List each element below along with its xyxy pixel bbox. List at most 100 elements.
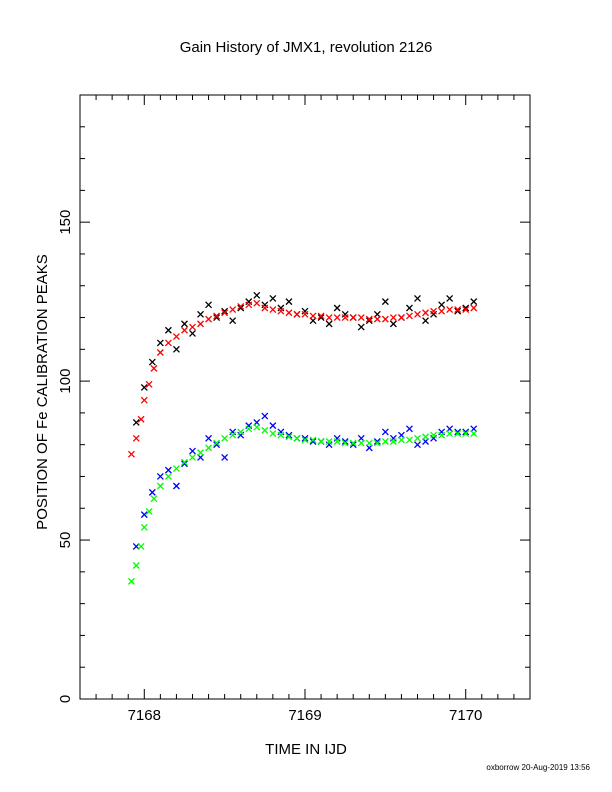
data-point (454, 430, 462, 438)
data-point (140, 396, 148, 404)
data-point (373, 438, 381, 445)
data-point (156, 349, 164, 356)
data-point (301, 436, 309, 444)
data-point (438, 307, 446, 315)
data-point (325, 320, 333, 328)
data-point (438, 431, 446, 439)
series-3 (127, 423, 478, 585)
data-point (140, 523, 148, 531)
data-point (389, 438, 397, 445)
y-tick-label: 100 (57, 369, 74, 394)
data-point (205, 444, 213, 452)
data-point (261, 301, 269, 309)
data-point (406, 425, 413, 433)
data-point (221, 309, 229, 317)
data-point (430, 434, 438, 442)
data-point (430, 310, 438, 318)
data-point (213, 314, 221, 321)
data-point (205, 315, 213, 323)
data-point (454, 307, 462, 315)
data-point (301, 434, 309, 442)
data-point (285, 309, 293, 317)
data-point (414, 310, 421, 318)
data-point (277, 307, 285, 315)
data-point (221, 453, 229, 461)
data-point (333, 438, 341, 445)
data-point (269, 294, 277, 302)
data-point (341, 439, 349, 447)
x-tick-label: 7170 (449, 707, 482, 724)
y-tick-label: 0 (57, 695, 74, 703)
data-point (349, 441, 357, 449)
data-point (127, 450, 135, 458)
data-point (140, 384, 148, 391)
data-point (237, 302, 245, 310)
data-point (253, 423, 261, 431)
data-point (245, 301, 253, 309)
data-point (430, 307, 438, 315)
data-point (197, 449, 204, 457)
data-point (293, 434, 301, 442)
data-point (221, 307, 229, 315)
data-point (349, 439, 357, 447)
data-point (462, 304, 470, 312)
data-point (373, 439, 381, 447)
data-point (462, 428, 470, 436)
y-axis-label: POSITION OF Fe CALIBRATION PEAKS (34, 254, 51, 530)
data-point (237, 304, 245, 312)
data-point (325, 438, 333, 445)
data-point (156, 482, 164, 490)
data-point (293, 310, 301, 318)
data-point (150, 364, 158, 372)
data-point (317, 314, 325, 321)
data-point (438, 301, 446, 309)
data-point (189, 453, 196, 461)
data-point (389, 314, 397, 321)
data-point (181, 320, 188, 328)
data-point (349, 314, 357, 321)
data-point (132, 434, 140, 442)
data-point (205, 434, 213, 442)
footer-timestamp: oxborrow 20-Aug-2019 13:56 (486, 763, 590, 772)
x-axis: 7168 7169 7170 (79, 95, 515, 724)
data-point (148, 358, 156, 366)
data-point (221, 434, 229, 442)
data-point (229, 431, 237, 439)
data-point (389, 434, 397, 442)
data-point (365, 317, 373, 325)
data-point (127, 577, 135, 585)
data-point (414, 294, 421, 302)
data-point (438, 428, 446, 436)
data-point (357, 439, 365, 447)
data-point (333, 314, 341, 321)
data-point (462, 430, 470, 438)
data-point (301, 307, 309, 315)
data-point (145, 380, 153, 388)
y-tick-label: 150 (57, 210, 74, 235)
data-point (454, 306, 462, 314)
y-axis: 0 50 100 150 (57, 126, 530, 703)
data-point (237, 431, 245, 439)
data-point (189, 329, 196, 337)
data-point (205, 301, 213, 309)
data-point (341, 438, 349, 445)
data-point (261, 304, 269, 312)
data-point (381, 438, 389, 445)
data-point (181, 460, 188, 468)
data-point (301, 310, 309, 318)
data-point (156, 473, 164, 480)
data-point (269, 422, 277, 430)
data-point (172, 345, 180, 353)
data-point (140, 511, 148, 519)
data-point (269, 430, 277, 438)
data-point (277, 431, 285, 439)
data-point (365, 439, 373, 447)
data-point (237, 428, 245, 436)
data-point (373, 315, 381, 323)
data-point (454, 428, 462, 436)
y-tick-label: 50 (57, 532, 74, 549)
data-point (365, 315, 373, 323)
data-point (414, 441, 421, 449)
data-point (261, 412, 269, 420)
